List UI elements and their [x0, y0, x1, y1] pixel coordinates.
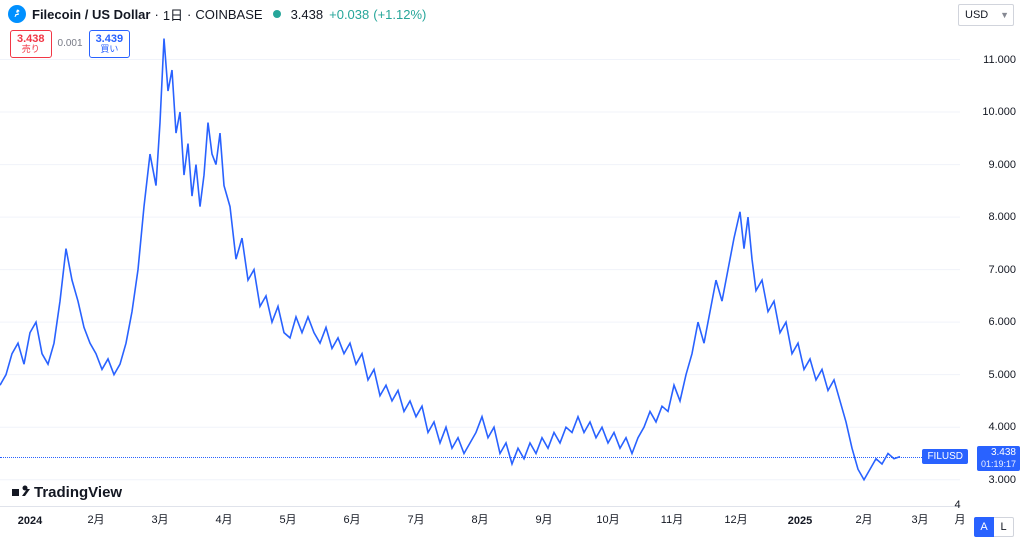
last-price-line: [0, 457, 960, 458]
chart-container: Filecoin / US Dollar · 1日 · COINBASE 3.4…: [0, 0, 1024, 547]
x-tick-label: 4月: [955, 499, 966, 527]
x-tick-label: 8月: [471, 511, 488, 527]
x-tick-label: 2月: [87, 511, 104, 527]
x-tick-label: 3月: [151, 511, 168, 527]
y-tick-label: 5.000: [988, 369, 1016, 381]
x-tick-label: 2月: [855, 511, 872, 527]
x-tick-label: 5月: [279, 511, 296, 527]
x-tick-label: 4月: [215, 511, 232, 527]
last-price: 3.438: [291, 7, 324, 22]
filecoin-icon: [8, 5, 26, 23]
exchange-label: COINBASE: [195, 7, 262, 22]
symbol-flag: FILUSD: [922, 449, 968, 464]
x-tick-label: 10月: [596, 511, 619, 527]
interval-label[interactable]: 1日: [163, 5, 183, 24]
flag-countdown: 01:19:17: [981, 459, 1016, 470]
currency-selector[interactable]: USD ▼: [958, 4, 1014, 26]
y-tick-label: 3.000: [988, 474, 1016, 486]
x-tick-label: 9月: [535, 511, 552, 527]
pair-name: Filecoin / US Dollar: [32, 7, 150, 22]
scale-toggle: A L: [974, 517, 1014, 537]
tradingview-text: TradingView: [34, 484, 122, 501]
x-tick-label: 12月: [724, 511, 747, 527]
x-axis[interactable]: 20242月3月4月5月6月7月8月9月10月11月12月20252月3月4月: [0, 506, 960, 547]
y-tick-label: 4.000: [988, 421, 1016, 433]
currency-value: USD: [965, 9, 988, 21]
scale-log-button[interactable]: L: [994, 517, 1014, 537]
tradingview-logo[interactable]: TradingView: [12, 483, 122, 501]
y-tick-label: 10.000: [982, 106, 1016, 118]
scale-auto-button[interactable]: A: [974, 517, 994, 537]
y-axis[interactable]: 3.000 4.000 5.000 6.000 7.000 8.000 9.000 10.00…: [960, 28, 1024, 506]
market-status-dot: [273, 10, 281, 18]
chevron-down-icon: ▼: [1000, 10, 1009, 20]
y-tick-label: 11.000: [983, 54, 1016, 66]
x-tick-label: 2025: [788, 515, 812, 527]
y-tick-label: 8.000: [988, 211, 1016, 223]
change-abs: +0.038: [329, 7, 369, 22]
flag-price: 3.438: [981, 447, 1016, 459]
separator: ·: [187, 7, 191, 22]
change-pct: (+1.12%): [373, 7, 426, 22]
y-tick-label: 9.000: [988, 159, 1016, 171]
y-tick-label: 6.000: [988, 316, 1016, 328]
separator: ·: [154, 7, 158, 22]
x-tick-label: 7月: [407, 511, 424, 527]
x-tick-label: 11月: [661, 511, 683, 527]
price-chart[interactable]: [0, 28, 960, 506]
price-flag: 3.438 01:19:17: [977, 446, 1020, 471]
x-tick-label: 6月: [343, 511, 360, 527]
symbol-header[interactable]: Filecoin / US Dollar · 1日 · COINBASE 3.4…: [0, 0, 1024, 28]
y-tick-label: 7.000: [988, 264, 1016, 276]
x-tick-label: 3月: [911, 511, 928, 527]
x-tick-label: 2024: [18, 515, 42, 527]
